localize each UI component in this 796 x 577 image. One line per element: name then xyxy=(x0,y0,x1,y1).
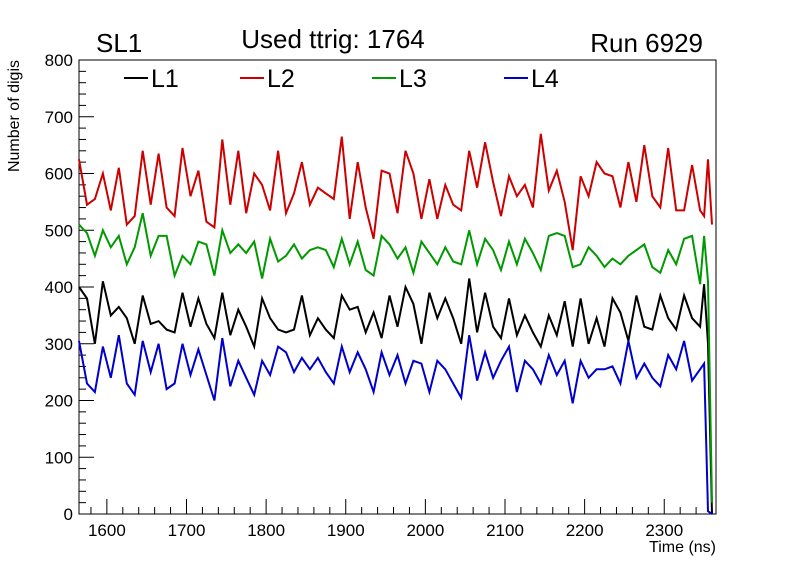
legend-label-l1: L1 xyxy=(151,65,179,93)
y-tick-label: 600 xyxy=(45,165,73,184)
x-tick-label: 2200 xyxy=(566,521,604,540)
y-tick-label: 300 xyxy=(45,335,73,354)
x-tick-label: 1800 xyxy=(247,521,285,540)
x-tick-label: 2300 xyxy=(645,521,683,540)
header-left-label: SL1 xyxy=(96,28,142,58)
y-tick-label: 800 xyxy=(45,51,73,70)
x-tick-label: 1600 xyxy=(88,521,126,540)
header-run-label: Run 6929 xyxy=(590,28,703,58)
y-tick-label: 500 xyxy=(45,221,73,240)
x-tick-label: 1700 xyxy=(168,521,206,540)
x-tick-label: 1900 xyxy=(327,521,365,540)
y-tick-label: 0 xyxy=(64,505,73,524)
series-line-l3 xyxy=(78,212,713,503)
x-tick-label: 2000 xyxy=(406,521,444,540)
series-line-l1 xyxy=(78,278,713,515)
x-axis-label: Time (ns) xyxy=(649,539,716,556)
y-tick-label: 100 xyxy=(45,448,73,467)
x-tick-label: 2100 xyxy=(486,521,524,540)
y-axis-label: Number of digis xyxy=(6,60,23,172)
chart-title: Used ttrig: 1764 xyxy=(241,24,425,54)
legend-label-l4: L4 xyxy=(531,65,559,93)
y-tick-label: 700 xyxy=(45,108,73,127)
series-line-l2 xyxy=(78,133,713,251)
series-line-l4 xyxy=(78,335,713,515)
y-tick-label: 200 xyxy=(45,392,73,411)
y-tick-label: 400 xyxy=(45,278,73,297)
legend-label-l2: L2 xyxy=(267,65,295,93)
legend-label-l3: L3 xyxy=(399,65,427,93)
